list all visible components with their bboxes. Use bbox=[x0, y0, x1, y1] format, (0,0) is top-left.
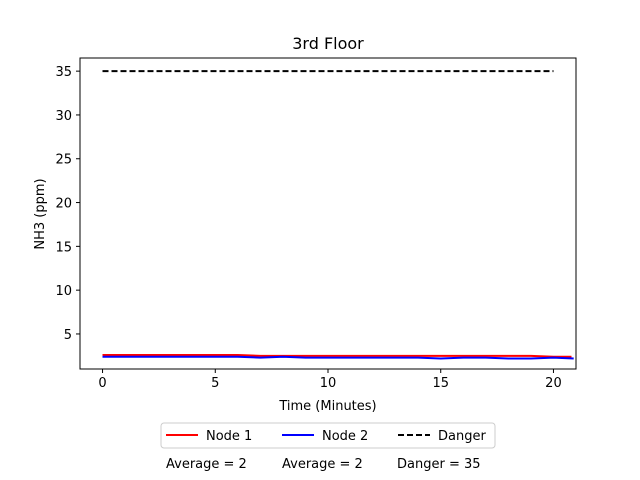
y-tick-label: 30 bbox=[55, 109, 72, 124]
x-tick-label: 20 bbox=[545, 376, 562, 391]
y-tick-label: 35 bbox=[55, 65, 72, 80]
x-axis-label: Time (Minutes) bbox=[278, 399, 376, 414]
legend-label-node-1: Node 1 bbox=[206, 429, 252, 444]
x-tick-label: 5 bbox=[211, 376, 219, 391]
y-tick-label: 25 bbox=[55, 153, 72, 168]
legend: Node 1 Node 2 Danger bbox=[160, 422, 496, 449]
danger-threshold: Danger = 35 bbox=[397, 457, 481, 472]
chart-title: 3rd Floor bbox=[292, 34, 364, 53]
series-line-node-1 bbox=[102, 354, 572, 358]
y-tick-label: 10 bbox=[55, 284, 72, 299]
x-axis-ticks: 0 5 10 15 20 bbox=[98, 369, 562, 391]
y-axis-label: NH3 (ppm) bbox=[33, 178, 48, 249]
y-tick-label: 20 bbox=[55, 197, 72, 212]
x-tick-label: 10 bbox=[320, 376, 337, 391]
legend-label-danger: Danger bbox=[438, 429, 486, 444]
x-tick-label: 0 bbox=[98, 376, 106, 391]
series-line-node-2 bbox=[102, 355, 574, 360]
node-1-average: Average = 2 bbox=[166, 457, 247, 472]
legend-frame bbox=[160, 422, 496, 449]
legend-label-node-2: Node 2 bbox=[322, 429, 368, 444]
y-axis-ticks: 5 10 15 20 25 30 35 bbox=[55, 65, 80, 343]
series-layer bbox=[102, 70, 574, 360]
plot-area bbox=[79, 57, 577, 370]
node-2-average: Average = 2 bbox=[282, 457, 363, 472]
x-tick-label: 15 bbox=[432, 376, 449, 391]
y-tick-label: 5 bbox=[64, 328, 72, 343]
y-tick-label: 15 bbox=[55, 240, 72, 255]
